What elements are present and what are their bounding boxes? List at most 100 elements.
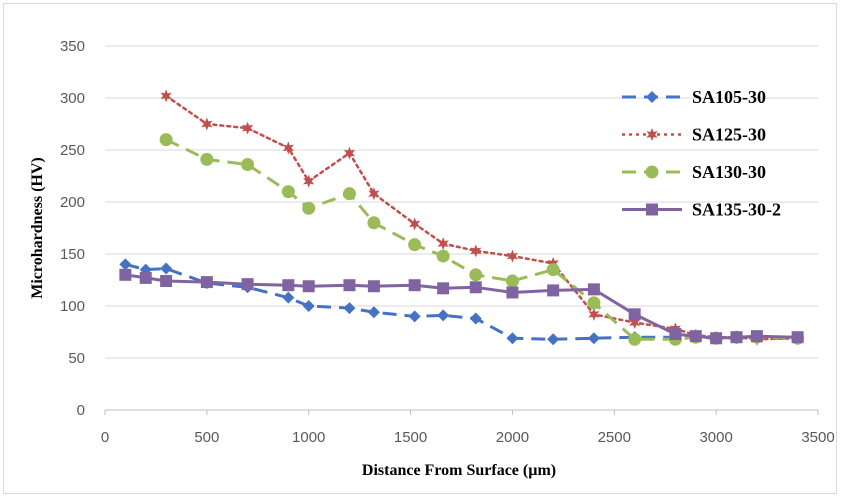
data-point	[547, 284, 560, 297]
legend-label: SA125-30	[692, 125, 766, 145]
data-point	[343, 279, 356, 292]
x-tick-label: 500	[194, 429, 219, 446]
grid-layer	[105, 45, 818, 359]
data-point	[201, 117, 213, 131]
data-point	[689, 330, 702, 343]
data-point	[669, 328, 682, 341]
series-sa135-30-2	[119, 268, 804, 345]
data-point	[342, 187, 356, 201]
data-point	[437, 309, 450, 322]
data-point	[750, 330, 763, 343]
data-point	[587, 296, 601, 310]
data-point	[505, 274, 519, 288]
data-point	[119, 258, 132, 271]
data-point	[469, 281, 482, 294]
legend-item: SA125-30	[622, 125, 766, 145]
data-point	[302, 201, 316, 215]
y-tick-label: 350	[60, 38, 85, 55]
data-point	[200, 152, 214, 166]
legend-item: SA105-30	[622, 87, 766, 107]
data-point	[241, 278, 254, 291]
series-layer	[119, 89, 805, 346]
x-axis-title: Distance From Surface (µm)	[362, 462, 556, 479]
data-point	[302, 280, 315, 293]
legend-swatch-marker	[646, 203, 658, 216]
data-point	[282, 141, 294, 155]
y-tick-label: 0	[77, 402, 85, 419]
data-point	[436, 249, 450, 263]
data-point	[159, 133, 173, 147]
data-point	[241, 158, 255, 172]
data-point	[367, 306, 380, 319]
y-tick-label: 250	[60, 142, 85, 159]
x-tick-label: 3500	[801, 429, 834, 446]
data-point	[160, 275, 173, 288]
data-point	[409, 217, 421, 231]
data-point	[546, 263, 560, 277]
data-point	[367, 280, 380, 293]
data-point	[160, 262, 173, 275]
data-point	[710, 332, 723, 345]
data-point	[343, 146, 356, 160]
x-tick-label: 0	[101, 429, 109, 446]
data-point	[160, 89, 172, 103]
chart-frame	[3, 3, 837, 494]
legend-label: SA135-30-2	[692, 200, 781, 220]
legend-swatch-marker	[646, 128, 658, 141]
legend-label: SA130-30	[692, 162, 766, 182]
x-tick-label: 1000	[292, 429, 325, 446]
data-point	[368, 187, 380, 201]
data-point	[302, 300, 315, 312]
legend-item: SA135-30-2	[622, 200, 781, 220]
data-point	[241, 121, 254, 135]
data-point	[506, 332, 519, 345]
legend-swatch-marker	[645, 165, 659, 179]
data-point	[343, 302, 356, 315]
x-tick-label: 2000	[496, 429, 529, 446]
data-point	[506, 286, 519, 299]
data-point	[437, 282, 450, 295]
y-tick-label: 300	[60, 90, 85, 107]
data-point	[119, 268, 132, 281]
data-point	[408, 279, 421, 292]
legend-layer: SA105-30 SA125-30 SA130-30 SA135-30-2	[622, 87, 781, 220]
data-point	[437, 237, 449, 251]
x-tick-label: 3000	[699, 429, 732, 446]
data-point	[587, 332, 600, 345]
data-point	[408, 310, 421, 323]
data-point	[791, 331, 804, 344]
data-point	[628, 332, 642, 346]
legend-swatch-marker	[646, 91, 658, 103]
data-point	[628, 308, 641, 321]
data-point	[303, 174, 315, 188]
y-tick-label: 50	[68, 350, 85, 367]
data-point	[587, 283, 600, 296]
data-point	[629, 316, 641, 330]
data-point	[588, 307, 600, 321]
series-line	[125, 273, 798, 340]
y-tick-label: 150	[60, 246, 85, 263]
data-point	[470, 244, 482, 258]
data-point	[282, 279, 295, 292]
data-point	[281, 185, 295, 199]
legend-label: SA105-30	[692, 87, 766, 107]
data-point	[367, 216, 381, 230]
x-tick-label: 1500	[394, 429, 427, 446]
x-tick-label: 2500	[598, 429, 631, 446]
data-point	[469, 312, 482, 325]
series-line	[125, 262, 798, 341]
data-point	[506, 249, 519, 263]
y-tick-label: 200	[60, 194, 85, 211]
y-axis-title: Microhardness (HV)	[29, 157, 46, 298]
data-point	[139, 271, 152, 284]
data-point	[282, 291, 295, 304]
y-tick-label: 100	[60, 298, 85, 315]
data-point	[547, 333, 560, 346]
data-point	[408, 238, 422, 252]
data-point	[200, 276, 213, 289]
data-point	[469, 268, 483, 282]
legend-item: SA130-30	[622, 162, 766, 182]
data-point	[730, 331, 743, 344]
